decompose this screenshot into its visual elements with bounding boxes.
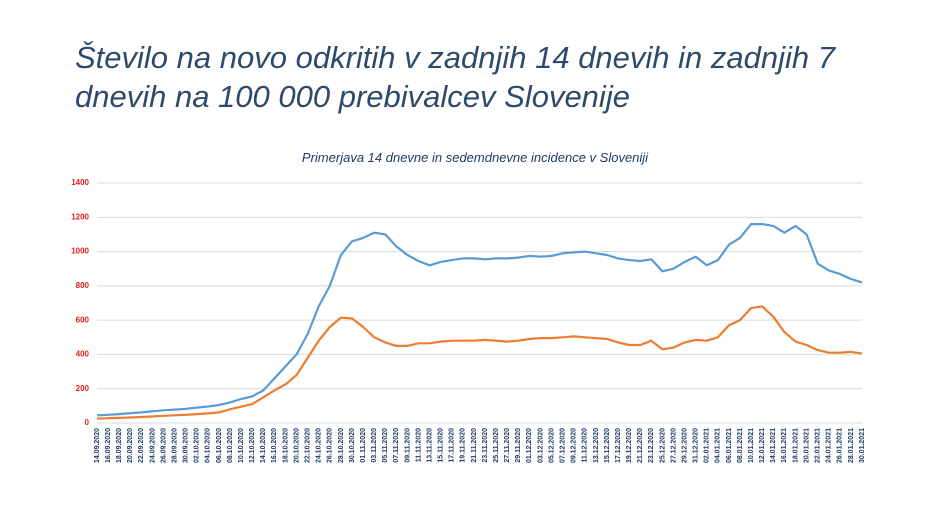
y-tick-label: 1400 xyxy=(71,178,89,187)
x-tick-label: 14.09.2020 xyxy=(94,428,101,463)
x-tick-label: 18.01.2021 xyxy=(792,428,799,463)
x-tick-label: 22.01.2021 xyxy=(814,428,821,463)
x-tick-label: 10.01.2021 xyxy=(748,428,755,463)
x-tick-label: 26.10.2020 xyxy=(327,428,334,463)
x-tick-label: 03.11.2020 xyxy=(371,428,378,463)
x-tick-label: 26.01.2021 xyxy=(837,428,844,463)
x-tick-label: 27.11.2020 xyxy=(504,428,511,463)
x-tick-label: 25.12.2020 xyxy=(659,428,666,463)
x-tick-label: 16.10.2020 xyxy=(271,428,278,463)
x-tick-label: 07.12.2020 xyxy=(559,428,566,463)
series-line xyxy=(96,223,863,417)
x-tick-label: 14.10.2020 xyxy=(260,428,267,463)
y-tick-label: 0 xyxy=(85,418,90,427)
x-tick-label: 11.11.2020 xyxy=(415,428,422,462)
x-tick-label: 02.01.2021 xyxy=(704,428,711,463)
x-tick-label: 06.01.2021 xyxy=(726,428,733,463)
x-tick-label: 08.01.2021 xyxy=(737,428,744,463)
x-tick-label: 29.12.2020 xyxy=(681,428,688,463)
x-tick-label: 26.09.2020 xyxy=(160,428,167,463)
x-tick-label: 20.01.2021 xyxy=(803,428,810,463)
x-tick-label: 18.10.2020 xyxy=(282,428,289,463)
x-tick-label: 19.12.2020 xyxy=(626,428,633,463)
chart-title-line-2: dnevih na 100 000 prebivalcev Slovenije xyxy=(75,79,630,114)
x-tick-label: 05.11.2020 xyxy=(382,428,389,463)
chart-subtitle: Primerjava 14 dnevne in sedemdnevne inci… xyxy=(302,150,649,165)
y-tick-label: 400 xyxy=(76,350,90,359)
y-tick-label: 1200 xyxy=(71,212,89,221)
x-tick-label: 24.10.2020 xyxy=(316,428,323,463)
x-tick-label: 06.10.2020 xyxy=(216,428,223,463)
x-tick-label: 23.12.2020 xyxy=(648,428,655,463)
x-tick-label: 18.09.2020 xyxy=(116,428,123,463)
x-tick-label: 30.10.2020 xyxy=(349,428,356,463)
series-line xyxy=(96,305,863,420)
chart-title-line-1: Število na novo odkritih v zadnjih 14 dn… xyxy=(75,40,837,75)
x-tick-label: 13.12.2020 xyxy=(593,428,600,463)
x-tick-label: 17.11.2020 xyxy=(449,428,456,463)
x-tick-label: 21.11.2020 xyxy=(471,428,478,463)
x-tick-label: 08.10.2020 xyxy=(227,428,234,463)
x-tick-label: 30.09.2020 xyxy=(183,428,190,463)
x-tick-label: 25.11.2020 xyxy=(493,428,500,463)
x-tick-label: 03.12.2020 xyxy=(537,428,544,463)
x-tick-label: 15.11.2020 xyxy=(438,428,445,463)
x-tick-label: 28.09.2020 xyxy=(171,428,178,463)
y-tick-label: 200 xyxy=(76,384,90,393)
x-tick-label: 28.10.2020 xyxy=(338,428,345,463)
y-tick-label: 800 xyxy=(76,281,90,290)
x-tick-label: 15.12.2020 xyxy=(604,428,611,463)
x-tick-label: 22.09.2020 xyxy=(138,428,145,463)
x-tick-label: 24.01.2021 xyxy=(826,428,833,463)
x-tick-label: 09.11.2020 xyxy=(404,428,411,463)
x-tick-label: 19.11.2020 xyxy=(460,428,467,463)
x-tick-label: 20.10.2020 xyxy=(293,428,300,463)
x-tick-label: 09.12.2020 xyxy=(571,428,578,463)
y-tick-label: 600 xyxy=(76,315,90,324)
x-tick-label: 23.11.2020 xyxy=(482,428,489,463)
x-tick-label: 20.09.2020 xyxy=(127,428,134,463)
x-tick-label: 02.10.2020 xyxy=(194,428,201,463)
x-tick-label: 12.01.2021 xyxy=(759,428,766,463)
x-tick-label: 28.01.2021 xyxy=(848,428,855,463)
x-tick-label: 11.12.2020 xyxy=(582,428,589,463)
x-tick-label: 30.01.2021 xyxy=(859,428,866,463)
x-tick-label: 07.11.2020 xyxy=(393,428,400,463)
x-tick-label: 27.12.2020 xyxy=(670,428,677,463)
x-tick-label: 21.12.2020 xyxy=(637,428,644,463)
x-tick-label: 12.10.2020 xyxy=(249,428,256,463)
x-tick-label: 05.12.2020 xyxy=(548,428,555,463)
x-tick-label: 14.01.2021 xyxy=(770,428,777,463)
x-tick-label: 24.09.2020 xyxy=(149,428,156,463)
x-tick-label: 13.11.2020 xyxy=(426,428,433,463)
x-tick-label: 01.12.2020 xyxy=(526,428,533,463)
x-tick-label: 04.10.2020 xyxy=(205,428,212,463)
x-tick-label: 04.01.2021 xyxy=(715,428,722,463)
x-tick-label: 22.10.2020 xyxy=(304,428,311,463)
x-tick-label: 01.11.2020 xyxy=(360,428,367,463)
y-tick-label: 1000 xyxy=(71,247,89,256)
x-tick-label: 29.11.2020 xyxy=(515,428,522,463)
x-tick-label: 31.12.2020 xyxy=(693,428,700,463)
x-tick-label: 10.10.2020 xyxy=(238,428,245,463)
x-tick-label: 17.12.2020 xyxy=(615,428,622,463)
x-tick-label: 16.09.2020 xyxy=(105,428,112,463)
x-tick-label: 16.01.2021 xyxy=(781,428,788,463)
